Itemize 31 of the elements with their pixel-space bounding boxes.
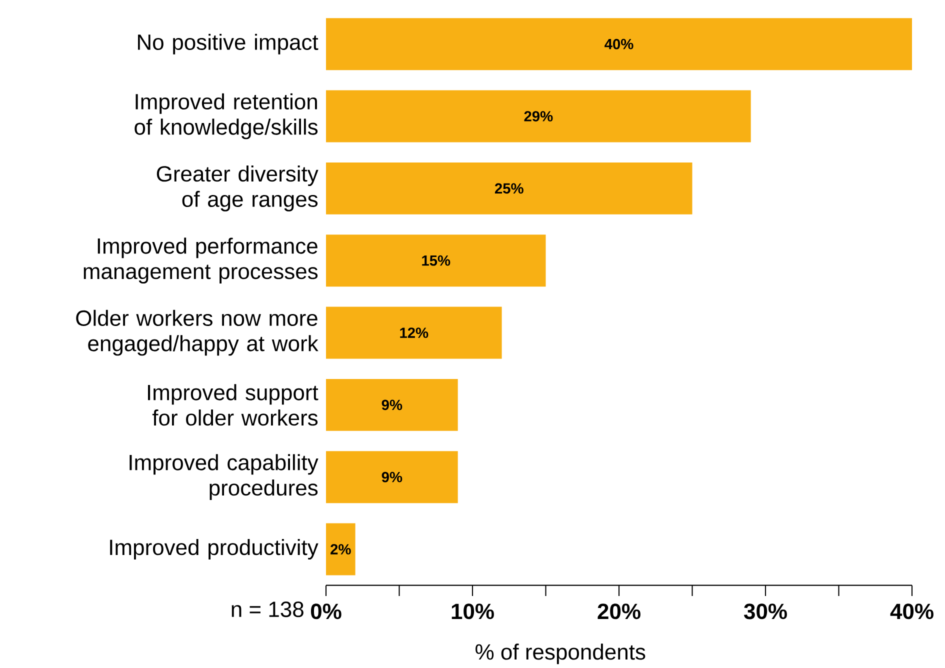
y-tick-label: Improved performance management processes [84,238,318,284]
text: n = 138 [232,602,304,618]
bar [326,306,502,359]
data-label: 2% [330,544,351,554]
y-tick-label: Improved support for older workers [148,384,318,426]
data-label: 15% [422,255,450,266]
bar [326,378,458,431]
x-tick-label: 10% [452,604,494,620]
bar [326,18,912,70]
y-tick-label: Improved retention of knowledge/skills [134,93,318,140]
data-label: 40% [604,38,634,50]
bar [326,523,356,576]
bar [326,451,458,504]
data-label: 25% [494,183,524,194]
y-tick-label: No positive impact [138,34,318,54]
x-tick-label: 0% [310,604,342,620]
bar [326,234,546,287]
x-tick-label: 20% [598,604,640,620]
data-label: 9% [382,472,402,482]
y-tick-label: Greater diversity of age ranges [156,166,318,212]
x-tick-label: 30% [744,604,787,620]
y-tick-label: Older workers now more engaged/happy at work [76,310,318,356]
y-tick-label: Improved capability procedures [130,454,318,500]
data-label: 9% [382,400,402,410]
data-label: 12% [400,328,428,338]
data-label: 29% [524,111,553,122]
x-axis-title: % of respondents [476,644,646,664]
bar [326,90,751,142]
y-tick-label: Improved productivity [110,539,318,560]
bar [326,162,692,214]
x-tick-label: 40% [890,604,934,620]
